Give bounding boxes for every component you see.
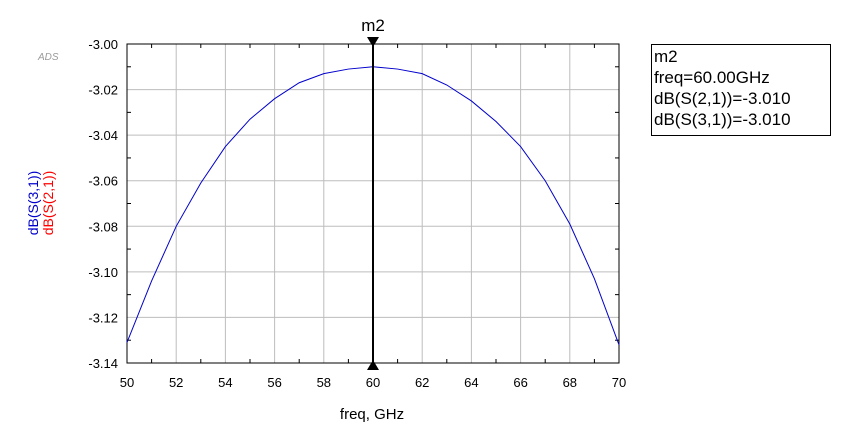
marker-layer[interactable]: m2 (361, 16, 385, 370)
y-axis-labels: dB(S(3,1)) dB(S(2,1)) (25, 171, 56, 236)
marker-triangle-top (367, 37, 379, 47)
y-axis-label-s31: dB(S(3,1)) (25, 171, 41, 236)
marker-readout-box[interactable]: m2 freq=60.00GHz dB(S(2,1))=-3.010 dB(S(… (651, 44, 831, 136)
y-tick-label: -3.06 (88, 174, 118, 189)
y-tick-labels: -3.00 -3.02 -3.04 -3.06 -3.08 -3.10 -3.12 -3.14 (88, 37, 118, 371)
y-tick-label: -3.10 (88, 265, 118, 280)
x-tick-label: 56 (267, 375, 281, 390)
x-tick-labels: 50 52 54 56 58 60 62 64 66 68 70 (120, 375, 626, 390)
y-axis-label-s21: dB(S(2,1)) (40, 171, 56, 236)
marker-readout-s21: dB(S(2,1))=-3.010 (654, 89, 791, 108)
ads-watermark: ADS (37, 52, 59, 63)
x-axis-label: freq, GHz (340, 406, 404, 423)
x-tick-label: 60 (366, 375, 380, 390)
y-tick-label: -3.12 (88, 310, 118, 325)
x-tick-label: 66 (513, 375, 527, 390)
x-tick-label: 58 (317, 375, 331, 390)
x-tick-label: 68 (563, 375, 577, 390)
x-tick-label: 50 (120, 375, 134, 390)
marker-readout-freq: freq=60.00GHz (654, 68, 770, 87)
y-tick-label: -3.02 (88, 83, 118, 98)
marker-readout-s31: dB(S(3,1))=-3.010 (654, 110, 791, 129)
y-tick-label: -3.14 (88, 356, 118, 371)
x-tick-label: 52 (169, 375, 183, 390)
x-tick-label: 62 (415, 375, 429, 390)
y-tick-label: -3.04 (88, 128, 118, 143)
marker-readout-name: m2 (654, 47, 678, 66)
x-tick-label: 54 (218, 375, 232, 390)
y-tick-label: -3.08 (88, 219, 118, 234)
x-tick-label: 70 (612, 375, 626, 390)
marker-name-label: m2 (361, 16, 385, 35)
y-tick-label: -3.00 (88, 37, 118, 52)
minor-ticks (127, 44, 619, 363)
x-tick-label: 64 (464, 375, 478, 390)
marker-triangle-bottom (367, 360, 379, 370)
